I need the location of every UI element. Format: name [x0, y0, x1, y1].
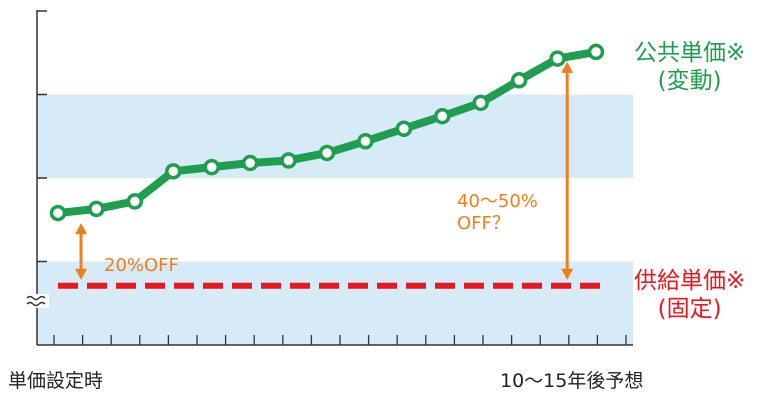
data-point: [434, 107, 451, 125]
series-label-line: 供給単価※: [634, 268, 746, 294]
x-tick-label-end: 10〜15年後予想: [500, 370, 644, 392]
data-point: [318, 144, 336, 162]
data-point: [510, 72, 528, 89]
annotation-line: 20%OFF: [104, 255, 179, 276]
annotation-arrow-head: [75, 268, 88, 280]
data-point: [357, 133, 374, 150]
annotation-arrow-head: [75, 223, 88, 235]
data-point: [203, 158, 220, 176]
data-point: [587, 43, 605, 61]
background-band: [37, 94, 633, 178]
data-point: [395, 120, 413, 137]
series-label-line: (変動): [657, 67, 722, 94]
annotation-arrow-head: [561, 61, 574, 73]
background-band: [37, 261, 633, 345]
data-point: [165, 163, 182, 180]
series-label-supply-price: 供給単価※ (固定): [634, 268, 745, 323]
data-point: [472, 94, 489, 112]
annotation-40-50-off: 40〜50% OFF？: [457, 191, 538, 234]
x-tick-label-start: 単価設定時: [8, 370, 104, 392]
data-point: [88, 200, 105, 218]
data-point: [549, 50, 566, 67]
annotation-line: 40〜50%: [457, 191, 538, 212]
data-point: [126, 193, 144, 210]
series-label-public-price: 公共単価※ (変動): [634, 40, 745, 95]
data-point: [280, 152, 297, 169]
axis-break-icon: [26, 301, 46, 307]
axis-break-gap: [25, 294, 49, 308]
axis-break-icon: [26, 295, 46, 301]
series-label-line: (固定): [657, 295, 722, 322]
annotation-line: OFF？: [457, 212, 510, 234]
data-point: [49, 204, 67, 222]
data-point: [241, 154, 259, 172]
annotation-20-off: 20%OFF: [104, 255, 179, 277]
series-label-line: 公共単価※: [634, 40, 746, 66]
annotation-arrow-head: [561, 268, 574, 280]
